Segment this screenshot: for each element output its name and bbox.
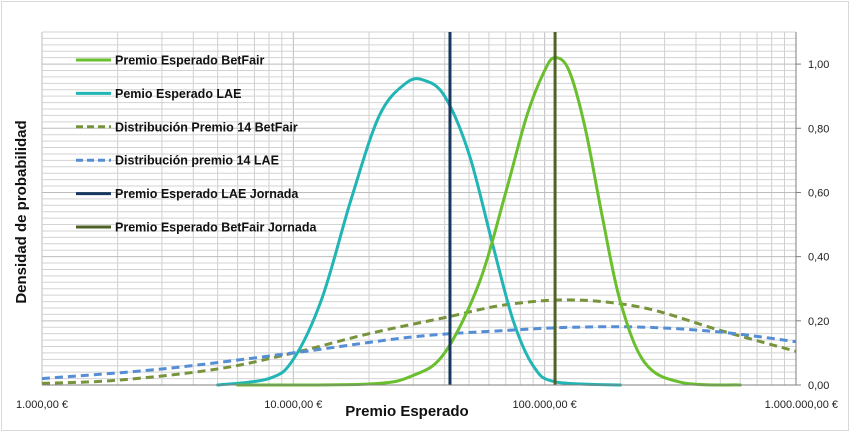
y-tick-label: 1,00 [808,59,829,71]
x-tick-label: 100.000,00 € [513,399,577,411]
y-tick-label: 0,00 [808,380,829,392]
series-line-1 [236,56,742,387]
y-tick-label: 0,60 [808,187,829,199]
legend: Premio Esperado BetFair Pemio Esperado LA… [76,54,318,235]
series-line-3 [41,298,797,385]
y-axis-title: Densidad de probabilidad [13,120,30,303]
x-tick-label: 10.000,00 € [264,399,322,411]
legend-label-1: Premio Esperado BetFair [115,54,264,68]
x-axis-title: Premio Esperado [345,403,468,420]
x-tick-label: 1.000.000,00 € [765,399,838,411]
y-tick-label: 0,80 [808,123,829,135]
grid-lines [41,31,796,385]
series-line-4 [41,325,797,381]
y-tick-label: 0,20 [808,316,829,328]
y-tick-label: 0,40 [808,252,829,264]
legend-label-3: Distribución Premio 14 BetFair [115,120,298,134]
axes [42,32,801,386]
legend-label-6: Premio Esperado BetFair Jornada [115,221,318,235]
legend-label-2: Pemio Esperado LAE [115,87,241,101]
x-tick-label: 1.000,00 € [16,399,68,411]
legend-label-4: Distribución premio 14 LAE [115,154,279,168]
tick-labels: 1.000,00 € 10.000,00 € 100.000,00 € 1.000.0… [16,59,838,411]
reference-lines [448,32,557,385]
series-lines [41,56,797,387]
series-line-2 [216,77,622,387]
legend-label-5: Premio Esperado LAE Jornada [115,187,299,201]
